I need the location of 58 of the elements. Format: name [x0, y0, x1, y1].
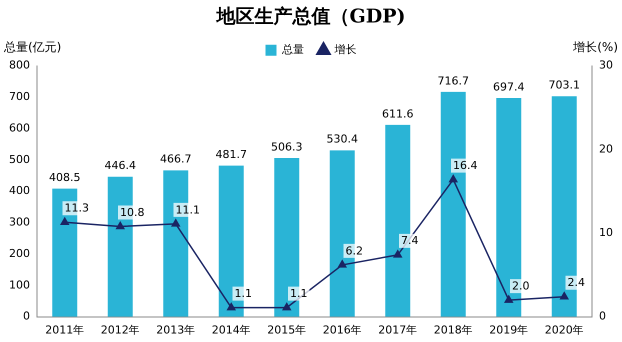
data-label: 408.5: [48, 170, 80, 184]
x-tick-label: 2019年: [489, 323, 528, 336]
data-label: 611.6: [382, 107, 414, 120]
x-tick-label: 2014年: [212, 323, 251, 336]
legend-label: 总量: [281, 43, 304, 56]
data-label: 716.7: [438, 74, 469, 88]
x-tick-label: 2012年: [100, 323, 140, 336]
x-tick-label: 2018年: [434, 323, 473, 336]
y2-tick-label: 20: [599, 142, 614, 156]
x-tick-label: 2016年: [322, 323, 362, 336]
y-tick-label: 400: [8, 184, 30, 198]
data-label: 703.1: [548, 78, 580, 92]
point: [172, 219, 180, 227]
y-tick-label: 700: [8, 90, 30, 104]
data-label: 2.4: [568, 276, 586, 290]
data-label: 1.1: [234, 286, 252, 300]
y-tick-label: 200: [8, 246, 30, 260]
y-tick-label: 0: [22, 310, 30, 323]
data-label: 10.8: [120, 206, 144, 219]
y2-axis-title: 增长(%): [572, 40, 618, 54]
data-label: 16.4: [453, 158, 478, 172]
data-label: 697.4: [493, 80, 524, 94]
y2-tick-label: 30: [599, 58, 614, 72]
x-tick-label: 2013年: [156, 323, 196, 336]
x-tick-label: 2020年: [544, 323, 584, 336]
chart-title: 地区生产总值（GDP): [216, 5, 406, 28]
y-tick-label: 500: [8, 152, 30, 166]
point: [338, 260, 346, 268]
data-label: 11.3: [64, 202, 89, 215]
data-label: 530.4: [326, 132, 358, 146]
point: [227, 302, 236, 310]
point: [394, 250, 402, 258]
y-tick-label: 600: [8, 121, 30, 134]
data-label: 7.4: [401, 234, 418, 248]
x-tick-label: 2011年: [45, 323, 84, 336]
y-tick-label: 300: [8, 216, 30, 229]
data-label: 481.7: [216, 148, 247, 162]
data-label: 6.2: [346, 244, 363, 258]
point: [560, 292, 568, 300]
data-label: 1.1: [290, 286, 308, 300]
y-tick-label: 800: [8, 58, 30, 72]
point: [60, 218, 69, 226]
data-label: 446.4: [104, 159, 136, 172]
data-label: 2.0: [512, 279, 530, 292]
data-label: 506.3: [271, 140, 302, 154]
point: [116, 222, 124, 230]
y2-tick-label: 10: [599, 226, 614, 239]
point: [449, 174, 458, 182]
point: [504, 295, 513, 303]
data-label: 11.1: [175, 203, 200, 216]
y-axis-title: 总量(亿元): [3, 40, 62, 54]
y2-tick-label: 0: [599, 310, 606, 323]
x-tick-label: 2017年: [378, 323, 418, 336]
data-label: 466.7: [160, 152, 192, 166]
y-tick-label: 100: [8, 278, 30, 292]
x-tick-label: 2015年: [267, 323, 306, 336]
point: [282, 302, 291, 310]
legend-label: 增长: [334, 43, 356, 56]
